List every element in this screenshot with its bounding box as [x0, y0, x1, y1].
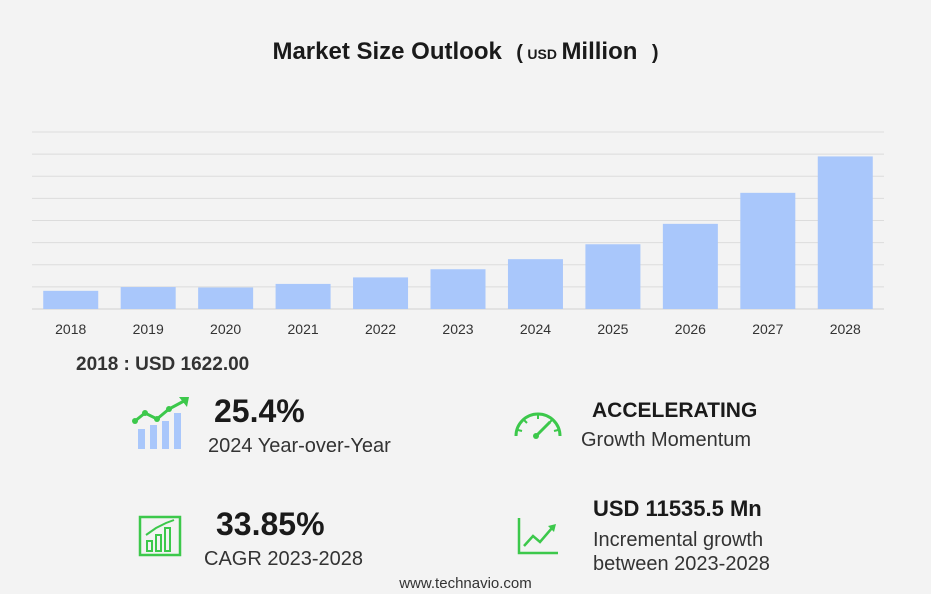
x-tick-label: 2027 — [752, 321, 783, 337]
x-tick-label: 2019 — [133, 321, 164, 337]
yoy-value: 25.4% — [214, 393, 305, 429]
incremental-caption-line1: Incremental growth — [593, 529, 764, 551]
bar-chart: 2018 2019 2020 2021 2022 2023 2024 2025 2026 2027… — [32, 131, 884, 337]
bar-chart-icon — [138, 515, 182, 557]
yoy-caption: 2024 Year-over-Year — [208, 435, 391, 457]
chart-title-paren-open: ( — [516, 42, 523, 64]
bar-2021 — [275, 283, 331, 309]
bar-2022 — [353, 277, 409, 309]
trend-line-icon — [517, 518, 558, 555]
bar-2018 — [43, 290, 99, 309]
momentum-caption: Growth Momentum — [581, 429, 752, 451]
chart-title-main: Market Size Outlook — [272, 38, 502, 65]
footer-url: www.technavio.com — [399, 575, 532, 592]
bar-2027 — [740, 192, 796, 309]
incremental-caption-line2: between 2023-2028 — [593, 553, 770, 575]
x-tick-label: 2018 — [55, 321, 86, 337]
growth-bars-icon — [132, 397, 189, 449]
chart-title-paren-close: ) — [651, 42, 659, 64]
bar-2026 — [662, 223, 718, 309]
bar-2025 — [585, 244, 641, 309]
base-year-value: 2018 : USD 1622.00 — [76, 354, 250, 375]
chart-title-unit-prefix: USD — [527, 46, 557, 62]
cagr-caption: CAGR 2023-2028 — [204, 548, 363, 570]
x-tick-label: 2021 — [288, 321, 319, 337]
x-tick-label: 2026 — [675, 321, 706, 337]
x-tick-label: 2025 — [597, 321, 628, 337]
cagr-value: 33.85% — [216, 506, 325, 542]
x-tick-label: 2023 — [442, 321, 473, 337]
bar-2019 — [120, 287, 176, 309]
x-tick-label: 2028 — [830, 321, 861, 337]
speedometer-icon — [514, 412, 562, 439]
bar-2023 — [430, 269, 486, 309]
bar-2028 — [817, 156, 873, 309]
bar-2020 — [198, 287, 254, 309]
x-tick-label: 2024 — [520, 321, 551, 337]
chart-title: Market Size Outlook ( USD Million ) — [0, 38, 931, 66]
incremental-heading: USD 11535.5 Mn — [593, 496, 762, 521]
x-tick-label: 2020 — [210, 321, 241, 337]
bar-2024 — [507, 259, 563, 309]
x-tick-label: 2022 — [365, 321, 396, 337]
chart-title-unit: Million — [561, 38, 638, 65]
momentum-heading: ACCELERATING — [592, 399, 758, 422]
